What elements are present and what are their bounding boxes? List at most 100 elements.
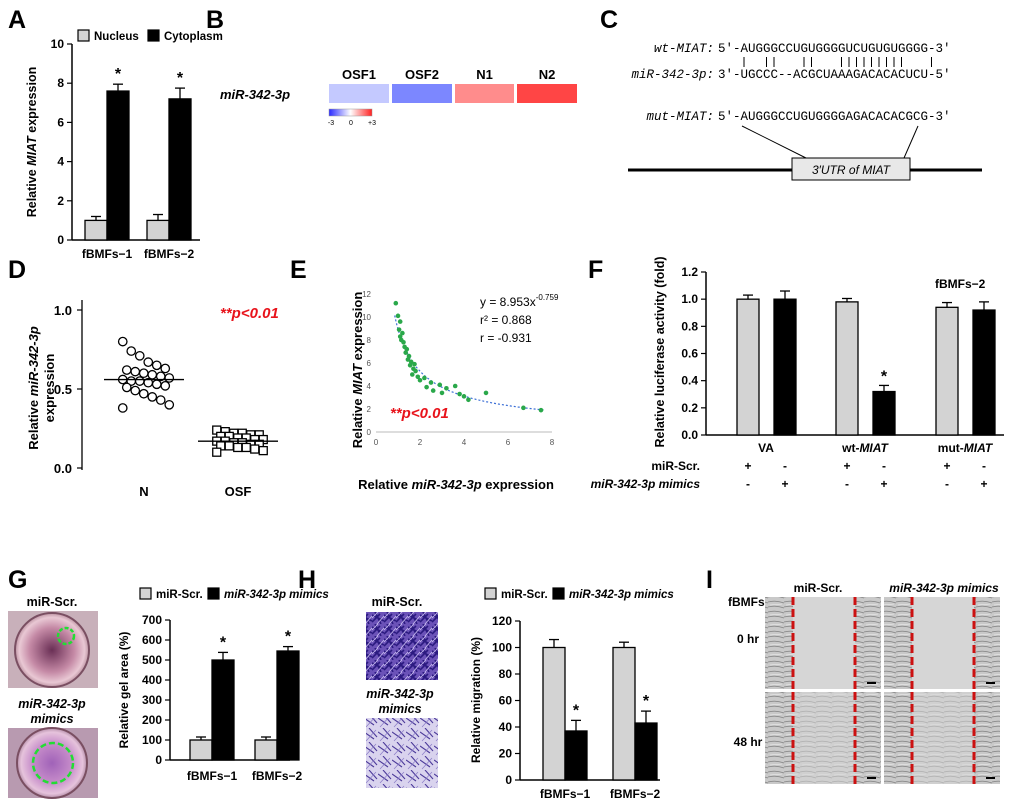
h-legend-swatch-1: [552, 587, 565, 600]
g-bar-scr-1: [254, 739, 278, 761]
d-n-point: [138, 388, 149, 399]
g-dish-top: [14, 612, 90, 688]
panel-letter-g: G: [8, 566, 27, 594]
g-ytick-label: 600: [142, 633, 162, 647]
i-col-label-0: miR-Scr.: [794, 581, 843, 595]
a-bar-cytoplasm-0: [106, 90, 130, 241]
panel-letter-d: D: [8, 256, 26, 284]
h-ytick-label: 40: [499, 720, 513, 734]
f-row1-sign-3: -: [882, 459, 886, 473]
e-point-19: [422, 375, 427, 381]
g-image-label-scr: miR-Scr.: [27, 595, 78, 609]
f-group-label-0: VA: [758, 441, 774, 455]
panel-d-scatter: 0.0 0.5 1.0 Relative miR-342-3p expression N O…: [26, 300, 279, 499]
g-bar-mimic-0: [211, 659, 235, 761]
e-pvalue: **p<0.01: [390, 405, 449, 422]
a-ytick-label: 4: [57, 155, 64, 169]
e-ytick-label: 0: [367, 428, 372, 437]
e-equation: y = 8.953x-0.759: [480, 293, 559, 309]
e-point-20: [428, 380, 434, 385]
f-sig-1: *: [881, 368, 888, 385]
b-col-label-2: N1: [476, 67, 493, 82]
h-bar-mimic-1: [634, 722, 658, 781]
g-image-label-mimic-1: miR-342-3p: [18, 697, 86, 711]
c-row-label-2: mut-MIAT:: [646, 110, 714, 124]
e-point-9: [403, 350, 409, 355]
e-point-30: [521, 405, 526, 411]
e-point-23: [439, 390, 445, 396]
f-group-label-pre-1: wt-: [841, 441, 859, 455]
g-legend-swatch-0: [139, 587, 152, 600]
c-row-seq-0: 5′-AUGGGCCUGUGGGGUCUGUGUGGGG-3′: [718, 42, 951, 56]
h-image-label-mimic-1: miR-342-3p: [366, 687, 434, 701]
e-point-24: [444, 386, 449, 391]
a-xlabel-1: fBMFs−2: [144, 247, 195, 261]
g-bar-scr-0: [189, 739, 213, 761]
c-row-seq-1: 3′-UGCCC--ACGCUAAAGACACACUCU-5′: [718, 68, 951, 82]
f-group-label-2: mut-MIAT: [938, 441, 994, 455]
f-ytick-label: 0.2: [681, 401, 698, 415]
g-ytick-label: 700: [142, 613, 162, 627]
c-row-seq-2: 5′-AUGGGCCUGUGGGGAGACACACGCG-3′: [718, 110, 951, 124]
panel-a-chart: 0 2 4 6 8 10 Nucleus Cytoplasm * fBMFs−1 * fBMFs−2 R…: [25, 29, 223, 261]
panel-letter-a: A: [8, 6, 26, 34]
b-scale-label-1: 0: [349, 120, 353, 127]
h-legend-label-0: miR-Scr.: [501, 589, 548, 601]
d-n-point: [147, 392, 158, 402]
d-n-point: [143, 357, 154, 367]
d-n-point: [134, 376, 145, 386]
g-legend-label-0: miR-Scr.: [156, 589, 203, 601]
h-ytick-label: 60: [499, 694, 513, 708]
f-row2-sign-2: -: [845, 477, 849, 491]
e-xlabel-italic: miR-342-3p: [412, 477, 482, 492]
g-ytick-label: 100: [142, 733, 162, 747]
a-ytick-label: 8: [57, 76, 64, 90]
g-ytick-label: 500: [142, 653, 162, 667]
f-title: fBMFs−2: [935, 277, 986, 291]
f-row2-sign-5: +: [980, 477, 987, 491]
e-point-26: [457, 391, 462, 397]
d-ylabel-line2: expression: [42, 354, 57, 423]
f-ytick-label: 0.8: [681, 319, 698, 333]
b-scale-label-0: -3: [328, 120, 334, 127]
e-ylabel-prefix: Relative: [350, 395, 365, 448]
g-xlabel-1: fBMFs−2: [252, 769, 303, 783]
e-point-17: [415, 374, 421, 380]
f-row1-sign-4: +: [943, 459, 950, 473]
g-xlabel-0: fBMFs−1: [187, 769, 238, 783]
d-ylabel-line1-italic: miR-342-3p: [26, 326, 41, 396]
f-bar-scr-1: [835, 301, 859, 436]
e-point-25: [452, 383, 458, 389]
g-sig-0: *: [220, 634, 227, 651]
e-point-0: [393, 300, 399, 306]
f-row1-label: miR-Scr.: [651, 459, 700, 473]
d-n-point: [121, 365, 132, 375]
d-n-point: [117, 336, 128, 347]
panel-letter-f: F: [588, 256, 603, 284]
i-row-label-1: 48 hr: [734, 735, 763, 749]
i-gap-3: [912, 692, 974, 784]
a-ylabel-suffix: expression: [25, 67, 39, 136]
b-cell-2: [455, 84, 514, 103]
f-ytick-label: 0.0: [681, 428, 698, 442]
i-gap-2: [793, 692, 855, 784]
c-utr-label: 3′UTR of MIAT: [812, 163, 892, 177]
b-col-label-0: OSF1: [342, 67, 376, 82]
g-gel-outline-top: [56, 626, 76, 646]
a-ylabel-prefix: Relative: [25, 166, 39, 217]
h-sig-1: *: [643, 693, 650, 710]
h-legend-swatch-0: [484, 587, 497, 600]
d-n-point: [126, 346, 137, 356]
e-point-15: [413, 368, 418, 374]
panel-letter-i: I: [706, 566, 713, 594]
g-ylabel: Relative gel area (%): [117, 632, 131, 749]
i-col-label-1: miR-342-3p mimics: [889, 581, 999, 595]
f-ylabel: Relative luciferase activity (fold): [653, 256, 667, 447]
f-bar-scr-2: [935, 306, 959, 436]
h-image-label-mimic-2: mimics: [378, 702, 421, 716]
e-ylabel-suffix: expression: [350, 292, 365, 364]
d-n-point: [130, 385, 141, 396]
